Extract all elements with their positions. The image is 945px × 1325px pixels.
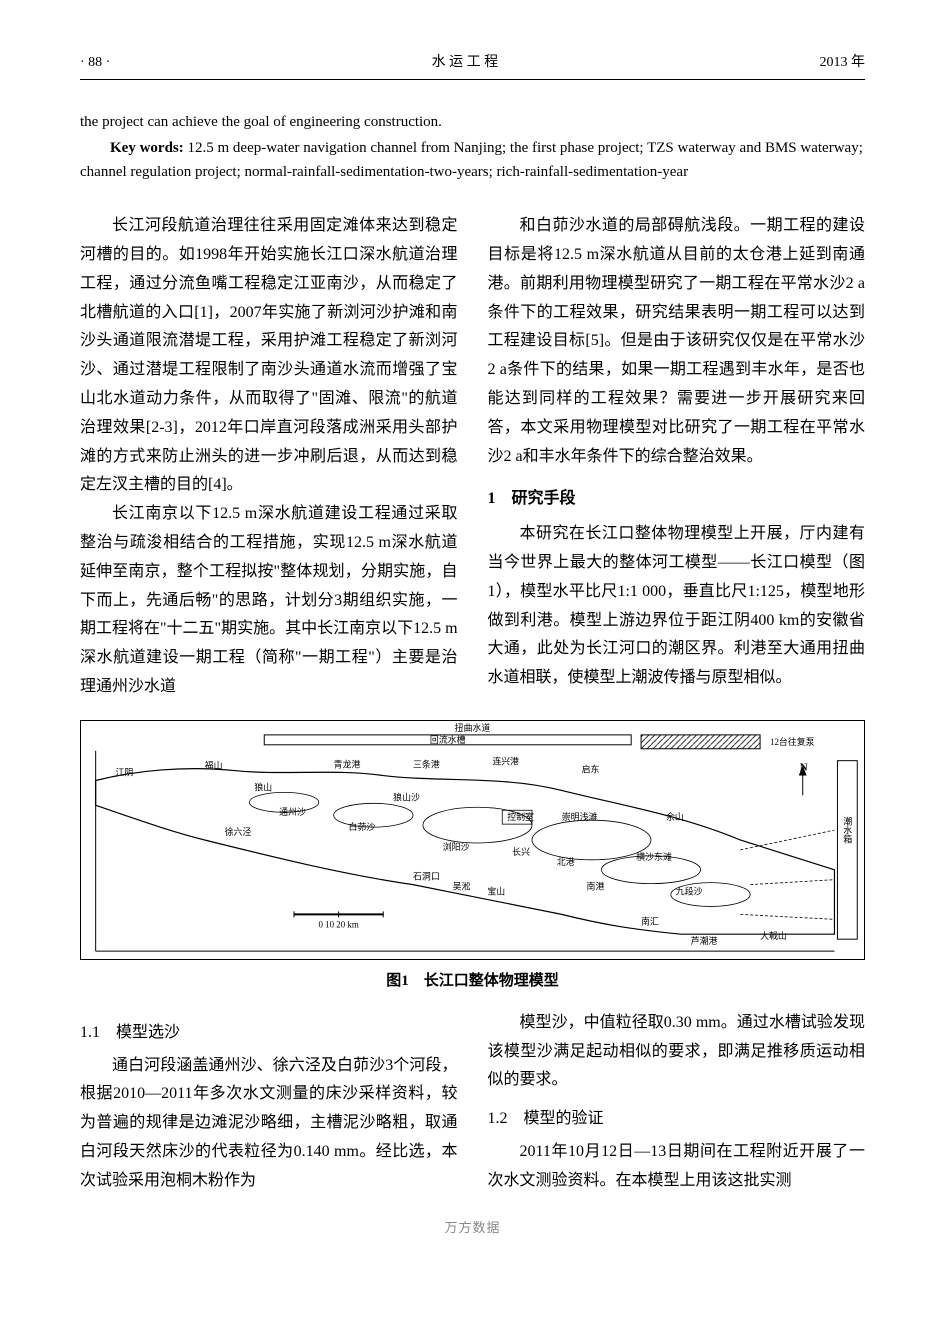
map-nangang: 南港 [587, 880, 605, 891]
map-fushan: 福山 [205, 759, 223, 770]
map-label-tide: 潮水箱 [842, 815, 852, 844]
map-changxing: 长兴 [512, 846, 530, 857]
keywords-text: 12.5 m deep-water navigation channel fro… [80, 140, 863, 180]
map-scale-label: 0 10 20 km [318, 919, 358, 929]
page-root: · 88 · 水 运 工 程 2013 年 the project can ac… [0, 0, 945, 1279]
map-shidongkou: 石洞口 [413, 871, 440, 881]
watermark: 万方数据 [80, 1216, 865, 1239]
keywords-label: Key words: [110, 140, 184, 156]
lower-right-para: 模型沙，中值粒径取0.30 mm。通过水槽试验发现该模型沙满足起动相似的要求，即… [488, 1009, 866, 1095]
map-santiao: 三条港 [413, 758, 440, 769]
running-header: · 88 · 水 运 工 程 2013 年 [80, 50, 865, 80]
subsection-1-2-heading: 1.2 模型的验证 [488, 1105, 866, 1134]
map-label-trough: 回流水槽 [430, 734, 466, 745]
lower-columns: 1.1 模型选沙 通白河段涵盖通州沙、徐六泾及白茆沙3个河段，根据2010—20… [80, 1009, 865, 1196]
map-luchao: 芦潮港 [691, 935, 718, 946]
journal-title: 水 运 工 程 [432, 50, 499, 75]
section-1-body: 本研究在长江口整体物理模型上开展，厅内建有当今世界上最大的整体河工模型——长江口… [488, 520, 866, 693]
map-nanhu: 南汇 [641, 915, 659, 926]
map-lianxing: 连兴港 [492, 755, 519, 766]
subsection-1-1-body: 通白河段涵盖通州沙、徐六泾及白茆沙3个河段，根据2010—2011年多次水文测量… [80, 1052, 458, 1196]
map-liyang: 浏阳沙 [443, 841, 470, 852]
map-dajishan: 大戟山 [760, 930, 787, 941]
keywords-line: Key words: 12.5 m deep-water navigation … [80, 136, 865, 184]
subsection-1-1-heading: 1.1 模型选沙 [80, 1019, 458, 1048]
year-label: 2013 年 [819, 50, 865, 75]
lower-right-column: 模型沙，中值粒径取0.30 mm。通过水槽试验发现该模型沙满足起动相似的要求，即… [488, 1009, 866, 1196]
abstract-english: the project can achieve the goal of engi… [80, 110, 865, 184]
section-1-heading: 1 研究手段 [488, 485, 866, 514]
figure-1-map: 扭曲水道 回流水槽 12台往复泵 N 潮水箱 [80, 720, 865, 960]
intro-para-2: 长江南京以下12.5 m深水航道建设工程通过采取整治与疏浚相结合的工程措施，实现… [80, 500, 458, 702]
figure-1-caption: 图1 长江口整体物理模型 [80, 968, 865, 995]
map-sheshan: 佘山 [666, 811, 684, 822]
intro-para-1: 长江河段航道治理往往采用固定滩体来达到稳定河槽的目的。如1998年开始实施长江口… [80, 212, 458, 500]
map-label-pumps: 12台往复泵 [770, 736, 815, 747]
map-jiuduansha: 九段沙 [676, 885, 703, 896]
intro-para-3: 和白茆沙水道的局部碍航浅段。一期工程的建设目标是将12.5 m深水航道从目前的太… [488, 212, 866, 471]
map-qidong: 启东 [582, 763, 600, 774]
page-number: · 88 · [80, 50, 110, 75]
map-baimaosha: 白茆沙 [349, 821, 376, 832]
map-beigang: 北港 [557, 856, 575, 867]
right-column: 和白茆沙水道的局部碍航浅段。一期工程的建设目标是将12.5 m深水航道从目前的太… [488, 212, 866, 702]
map-tongzhousha: 通州沙 [279, 807, 306, 817]
map-qinglong: 青龙港 [334, 758, 361, 769]
map-langshan: 狼山 [254, 781, 272, 792]
lower-left-column: 1.1 模型选沙 通白河段涵盖通州沙、徐六泾及白茆沙3个河段，根据2010—20… [80, 1009, 458, 1196]
left-column: 长江河段航道治理往往采用固定滩体来达到稳定河槽的目的。如1998年开始实施长江口… [80, 212, 458, 702]
subsection-1-2-body: 2011年10月12日—13日期间在工程附近开展了一次水文测验资料。在本模型上用… [488, 1138, 866, 1196]
upper-columns: 长江河段航道治理往往采用固定滩体来达到稳定河槽的目的。如1998年开始实施长江口… [80, 212, 865, 702]
map-kongzhi: 控制室 [507, 811, 534, 822]
map-langshan-bank: 狼山沙 [393, 791, 420, 802]
map-wusong: 吴淞 [453, 881, 471, 891]
figure-1: 扭曲水道 回流水槽 12台往复泵 N 潮水箱 [80, 720, 865, 995]
map-jiangyin: 江阴 [116, 767, 134, 777]
abstract-continuation: the project can achieve the goal of engi… [80, 110, 865, 134]
map-hengsha: 横沙东滩 [636, 851, 672, 862]
map-chongming: 崇明浅滩 [562, 811, 598, 822]
map-xuliujing: 徐六泾 [225, 826, 252, 837]
map-label-top: 扭曲水道 [455, 722, 491, 733]
map-baoshan: 宝山 [487, 885, 505, 896]
